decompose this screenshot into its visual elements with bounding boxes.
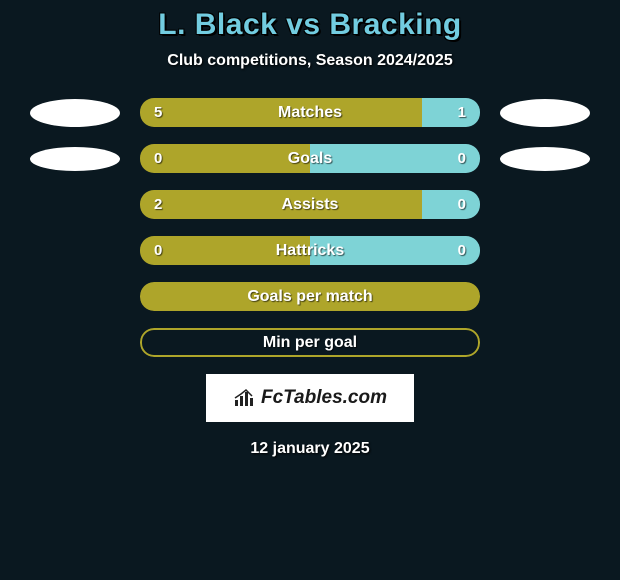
stat-row: 20Assists	[0, 190, 620, 219]
stat-value-right: 0	[422, 190, 480, 219]
stat-bar: 51Matches	[140, 98, 480, 127]
stat-value-left: 0	[140, 236, 310, 265]
page-title: L. Black vs Bracking	[0, 8, 620, 42]
chart-icon	[233, 388, 257, 408]
stat-bar: 20Assists	[140, 190, 480, 219]
stat-bar-single: Goals per match	[140, 282, 480, 311]
avatar-oval	[30, 99, 120, 127]
stat-value-right: 1	[422, 98, 480, 127]
avatar-oval	[500, 147, 590, 171]
stat-value-left: 5	[140, 98, 422, 127]
avatar-oval	[500, 99, 590, 127]
stat-value-left: 2	[140, 190, 422, 219]
player-avatar-left	[30, 145, 120, 173]
player-avatar-left	[30, 99, 120, 127]
stat-rows: 51Matches 00Goals 20Assists 00Hattricks Goal…	[0, 98, 620, 357]
stat-bar: Goals per match	[140, 282, 480, 311]
comparison-panel: L. Black vs Bracking Club competitions, …	[0, 0, 620, 580]
stat-value-left: 0	[140, 144, 310, 173]
date-label: 12 january 2025	[0, 440, 620, 458]
stat-bar: 00Goals	[140, 144, 480, 173]
stat-bar: 00Hattricks	[140, 236, 480, 265]
player-avatar-right	[500, 99, 590, 127]
stat-row: 00Goals	[0, 144, 620, 173]
logo-box: FcTables.com	[206, 374, 414, 422]
stat-row: Goals per match	[0, 282, 620, 311]
stat-row: 00Hattricks	[0, 236, 620, 265]
avatar-oval	[30, 147, 120, 171]
stat-bar: Min per goal	[140, 328, 480, 357]
player-avatar-right	[500, 145, 590, 173]
stat-row: Min per goal	[0, 328, 620, 357]
logo-text: FcTables.com	[261, 387, 387, 409]
stat-bar-single: Min per goal	[140, 328, 480, 357]
subtitle: Club competitions, Season 2024/2025	[0, 52, 620, 70]
stat-row: 51Matches	[0, 98, 620, 127]
stat-value-right: 0	[310, 144, 480, 173]
stat-value-right: 0	[310, 236, 480, 265]
